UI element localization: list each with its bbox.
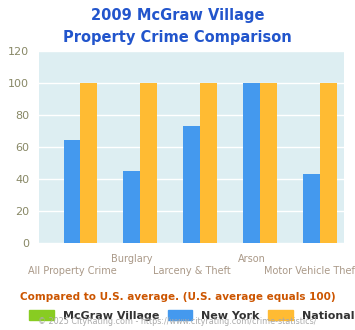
Bar bbox=[124, 171, 140, 243]
Bar bbox=[140, 83, 157, 243]
Text: Motor Vehicle Theft: Motor Vehicle Theft bbox=[264, 266, 355, 276]
Bar bbox=[243, 83, 260, 243]
Text: © 2025 CityRating.com - https://www.cityrating.com/crime-statistics/: © 2025 CityRating.com - https://www.city… bbox=[38, 317, 317, 326]
Text: Property Crime Comparison: Property Crime Comparison bbox=[63, 30, 292, 45]
Text: Compared to U.S. average. (U.S. average equals 100): Compared to U.S. average. (U.S. average … bbox=[20, 292, 335, 302]
Text: Arson: Arson bbox=[237, 254, 266, 264]
Legend: McGraw Village, New York, National: McGraw Village, New York, National bbox=[25, 306, 355, 325]
Bar bbox=[260, 83, 277, 243]
Bar bbox=[200, 83, 217, 243]
Bar bbox=[80, 83, 97, 243]
Text: Burglary: Burglary bbox=[111, 254, 153, 264]
Text: All Property Crime: All Property Crime bbox=[28, 266, 116, 276]
Bar bbox=[320, 83, 337, 243]
Bar bbox=[183, 126, 200, 243]
Text: Larceny & Theft: Larceny & Theft bbox=[153, 266, 231, 276]
Bar bbox=[303, 174, 320, 243]
Bar bbox=[64, 141, 80, 243]
Text: 2009 McGraw Village: 2009 McGraw Village bbox=[91, 8, 264, 23]
